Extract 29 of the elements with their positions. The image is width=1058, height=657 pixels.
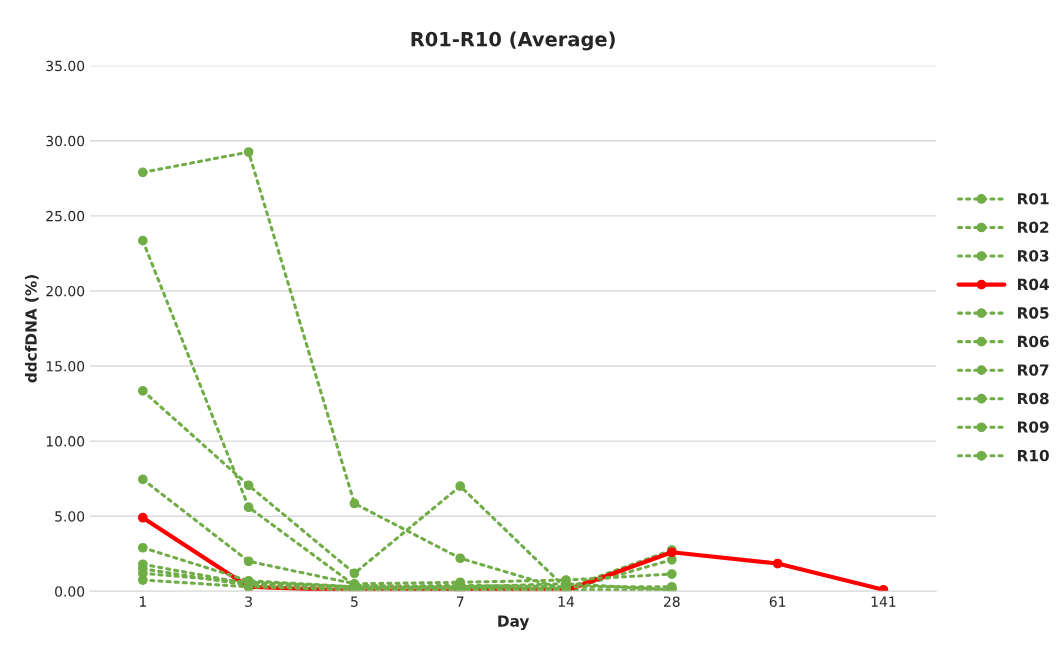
legend-label: R10 <box>1018 449 1049 462</box>
y-tick-label: 15.00 <box>46 361 85 372</box>
legend-label: R03 <box>1018 250 1049 262</box>
x-tick-label: 3 <box>245 596 252 607</box>
y-tick-label: 0.00 <box>55 586 85 597</box>
x-tick-label: 5 <box>351 596 358 607</box>
chart-title: R01-R10 (Average) <box>411 31 615 51</box>
legend-label: R01 <box>1018 192 1049 205</box>
y-tick-label: 5.00 <box>55 511 85 522</box>
y-tick-label: 10.00 <box>46 436 85 447</box>
y-tick-label: 30.00 <box>46 135 85 147</box>
y-axis-title: ddcfDNA (%) <box>24 275 39 383</box>
x-tick-label: 61 <box>769 596 786 607</box>
legend-label: R08 <box>1018 392 1049 405</box>
y-tick-label: 25.00 <box>46 210 85 222</box>
x-tick-label: 7 <box>456 596 464 607</box>
legend-label: R05 <box>1018 307 1049 319</box>
y-tick-label: 20.00 <box>46 285 85 297</box>
x-tick-label: 14 <box>558 596 575 607</box>
legend-label: R07 <box>1018 364 1049 376</box>
legend-label: R04 <box>1018 278 1049 291</box>
x-tick-label: 141 <box>871 596 896 607</box>
x-axis-title: Day <box>498 615 530 630</box>
x-tick-label: 28 <box>664 596 680 607</box>
x-tick-label: 1 <box>139 596 146 607</box>
legend-label: R09 <box>1018 421 1049 433</box>
y-tick-label: 35.00 <box>46 60 85 72</box>
legend-label: R06 <box>1018 335 1049 348</box>
legend-label: R02 <box>1018 221 1049 234</box>
